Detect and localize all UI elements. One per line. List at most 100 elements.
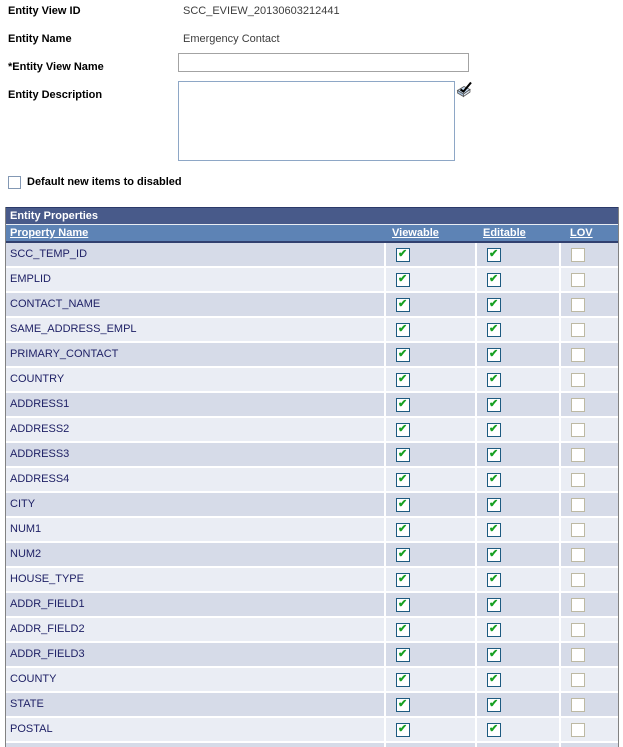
table-row: POSTAL [6, 718, 618, 743]
viewable-checkbox[interactable] [396, 297, 410, 312]
editable-checkbox[interactable] [487, 347, 501, 362]
lov-checkbox [571, 347, 585, 362]
spellcheck-icon[interactable] [454, 81, 473, 100]
editable-checkbox[interactable] [487, 722, 501, 737]
viewable-checkbox[interactable] [396, 347, 410, 362]
editable-checkbox[interactable] [487, 322, 501, 337]
property-name-cell: ADDRESS4 [6, 468, 384, 493]
property-name-cell: NUM2 [6, 543, 384, 568]
editable-checkbox[interactable] [487, 497, 501, 512]
viewable-checkbox[interactable] [396, 672, 410, 687]
viewable-checkbox[interactable] [396, 372, 410, 387]
table-row: SAME_ADDRESS_EMPL [6, 318, 618, 343]
entity-description-label: Entity Description [8, 89, 103, 101]
table-row: CITY [6, 493, 618, 518]
lov-checkbox [571, 622, 585, 637]
editable-checkbox[interactable] [487, 372, 501, 387]
default-new-items-label: Default new items to disabled [27, 176, 182, 188]
property-name-cell: COUNTY [6, 668, 384, 693]
entity-properties-title: Entity Properties [6, 207, 618, 224]
column-header-editable[interactable]: Editable [483, 227, 526, 239]
entity-properties-rows: SCC_TEMP_ID EMPLID CONTACT_NAME SAME_ADD… [6, 243, 618, 747]
lov-checkbox [571, 647, 585, 662]
table-row: NUM1 [6, 518, 618, 543]
column-header-viewable[interactable]: Viewable [392, 227, 439, 239]
viewable-checkbox[interactable] [396, 572, 410, 587]
viewable-checkbox[interactable] [396, 247, 410, 262]
property-name-cell: CONTACT_NAME [6, 293, 384, 318]
editable-checkbox[interactable] [487, 697, 501, 712]
editable-checkbox[interactable] [487, 247, 501, 262]
lov-checkbox [571, 722, 585, 737]
viewable-checkbox[interactable] [396, 397, 410, 412]
property-name-cell: ADDRESS1 [6, 393, 384, 418]
entity-description-textarea[interactable] [178, 81, 455, 161]
lov-checkbox [571, 497, 585, 512]
editable-checkbox[interactable] [487, 297, 501, 312]
entity-view-id-label: Entity View ID [8, 5, 81, 17]
editable-checkbox[interactable] [487, 272, 501, 287]
default-new-items-checkbox[interactable] [8, 176, 21, 189]
editable-checkbox[interactable] [487, 472, 501, 487]
lov-checkbox [571, 697, 585, 712]
lov-checkbox [571, 272, 585, 287]
property-name-cell: PRIMARY_CONTACT [6, 343, 384, 368]
entity-properties-table: Entity Properties Property Name Viewable… [5, 207, 619, 747]
lov-checkbox [571, 572, 585, 587]
table-row: ADDRESS3 [6, 443, 618, 468]
viewable-checkbox[interactable] [396, 597, 410, 612]
table-row: ADDRESS1 [6, 393, 618, 418]
lov-checkbox [571, 472, 585, 487]
table-row: ADDRESS4 [6, 468, 618, 493]
property-name-cell: NUM1 [6, 518, 384, 543]
property-name-cell: ADDR_FIELD3 [6, 643, 384, 668]
entity-properties-column-header: Property Name Viewable Editable LOV [6, 224, 618, 243]
lov-checkbox [571, 397, 585, 412]
lov-checkbox [571, 297, 585, 312]
entity-view-name-input[interactable] [178, 53, 469, 72]
property-name-cell: COUNTRY [6, 368, 384, 393]
property-name-cell [6, 743, 384, 747]
editable-checkbox[interactable] [487, 447, 501, 462]
lov-checkbox [571, 372, 585, 387]
viewable-checkbox[interactable] [396, 547, 410, 562]
editable-checkbox[interactable] [487, 547, 501, 562]
lov-checkbox [571, 547, 585, 562]
property-name-cell: ADDR_FIELD2 [6, 618, 384, 643]
viewable-checkbox[interactable] [396, 722, 410, 737]
viewable-checkbox[interactable] [396, 522, 410, 537]
property-name-cell: SAME_ADDRESS_EMPL [6, 318, 384, 343]
table-row: STATE [6, 693, 618, 718]
editable-checkbox[interactable] [487, 622, 501, 637]
editable-checkbox[interactable] [487, 672, 501, 687]
lov-checkbox [571, 597, 585, 612]
viewable-checkbox[interactable] [396, 622, 410, 637]
viewable-checkbox[interactable] [396, 272, 410, 287]
editable-checkbox[interactable] [487, 597, 501, 612]
viewable-checkbox[interactable] [396, 447, 410, 462]
column-header-property-name[interactable]: Property Name [10, 227, 89, 239]
viewable-checkbox[interactable] [396, 472, 410, 487]
table-row: ADDR_FIELD3 [6, 643, 618, 668]
viewable-checkbox[interactable] [396, 322, 410, 337]
editable-checkbox[interactable] [487, 522, 501, 537]
editable-checkbox[interactable] [487, 397, 501, 412]
table-row: EMPLID [6, 268, 618, 293]
table-row: SCC_TEMP_ID [6, 243, 618, 268]
editable-checkbox[interactable] [487, 422, 501, 437]
column-header-lov[interactable]: LOV [570, 227, 593, 239]
table-row [6, 743, 618, 747]
table-row: HOUSE_TYPE [6, 568, 618, 593]
table-row: CONTACT_NAME [6, 293, 618, 318]
editable-checkbox[interactable] [487, 647, 501, 662]
viewable-checkbox[interactable] [396, 647, 410, 662]
viewable-checkbox[interactable] [396, 497, 410, 512]
viewable-checkbox[interactable] [396, 422, 410, 437]
property-name-cell: CITY [6, 493, 384, 518]
viewable-checkbox[interactable] [396, 697, 410, 712]
property-name-cell: ADDR_FIELD1 [6, 593, 384, 618]
entity-view-id-value: SCC_EVIEW_20130603212441 [183, 5, 340, 17]
lov-checkbox [571, 422, 585, 437]
editable-checkbox[interactable] [487, 572, 501, 587]
